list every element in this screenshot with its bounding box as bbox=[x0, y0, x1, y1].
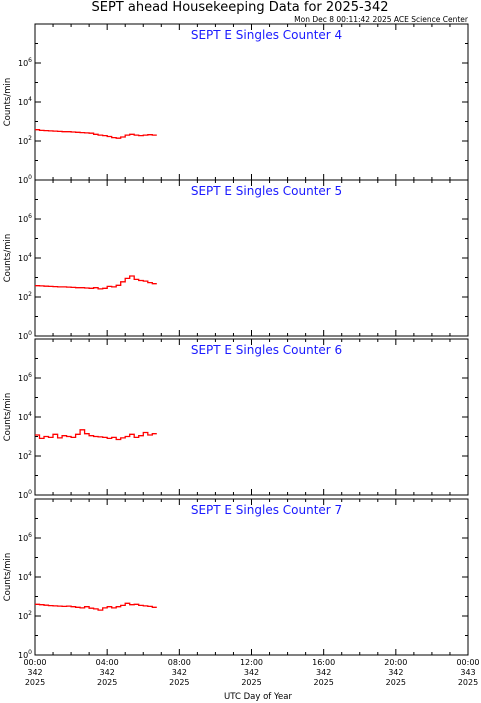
x-tick-label-time: 04:00 bbox=[96, 658, 119, 667]
panel-title: SEPT E Singles Counter 5 bbox=[191, 184, 342, 198]
x-axis-label: UTC Day of Year bbox=[224, 692, 292, 702]
x-tick-label-time: 20:00 bbox=[384, 658, 407, 667]
series-line-1 bbox=[35, 275, 157, 290]
chart-panel-2: 100 102 104 106 Counts/min SEPT E Singles Cou… bbox=[3, 179, 469, 341]
y-tick-label: 104 bbox=[18, 571, 32, 582]
x-tick-label-time: 08:00 bbox=[168, 658, 191, 667]
y-tick-label: 100 bbox=[18, 330, 32, 341]
x-tick-label-day: 342 bbox=[316, 668, 331, 677]
y-tick-label: 102 bbox=[18, 135, 32, 146]
panel-frame bbox=[34, 179, 469, 337]
y-axis-label: Counts/min bbox=[3, 234, 13, 283]
x-tick-label-year: 2025 bbox=[386, 678, 406, 687]
y-tick-label: 100 bbox=[18, 174, 32, 185]
x-tick-label-day: 342 bbox=[244, 668, 259, 677]
x-axis: 00:00342202504:00342202508:00342202512:0… bbox=[23, 658, 479, 687]
x-tick-label-time: 00:00 bbox=[456, 658, 479, 667]
series-line-1 bbox=[35, 429, 157, 441]
chart-panel-1: 100 102 104 106 Counts/min SEPT E Singles Cou… bbox=[3, 23, 469, 185]
y-tick-label: 102 bbox=[18, 610, 32, 621]
x-tick-label-year: 2025 bbox=[25, 678, 45, 687]
y-tick-label: 104 bbox=[18, 252, 32, 263]
x-tick-label-time: 00:00 bbox=[23, 658, 46, 667]
x-tick-label-day: 342 bbox=[100, 668, 115, 677]
generated-timestamp: Mon Dec 8 00:11:42 2025 ACE Science Cent… bbox=[294, 15, 469, 24]
x-tick-label-time: 12:00 bbox=[240, 658, 263, 667]
y-tick-label: 102 bbox=[18, 450, 32, 461]
series-line-1 bbox=[35, 129, 157, 139]
figure-title: SEPT ahead Housekeeping Data for 2025-34… bbox=[92, 0, 389, 15]
y-tick-label: 104 bbox=[18, 411, 32, 422]
panel-title: SEPT E Singles Counter 7 bbox=[191, 503, 342, 517]
y-tick-label: 102 bbox=[18, 291, 32, 302]
y-axis-label: Counts/min bbox=[3, 78, 13, 127]
x-tick-label-year: 2025 bbox=[97, 678, 117, 687]
x-tick-label-day: 342 bbox=[172, 668, 187, 677]
y-tick-label: 106 bbox=[18, 532, 32, 543]
panel-frame bbox=[34, 338, 469, 496]
y-tick-label: 104 bbox=[18, 96, 32, 107]
panel-frame bbox=[34, 498, 469, 656]
panels-group: 100 102 104 106 Counts/min SEPT E Singles Cou… bbox=[3, 23, 469, 660]
y-axis-label: Counts/min bbox=[3, 553, 13, 602]
x-tick-label-time: 16:00 bbox=[312, 658, 335, 667]
y-axis-label: Counts/min bbox=[3, 393, 13, 442]
y-tick-label: 106 bbox=[18, 57, 32, 68]
x-tick-label-day: 342 bbox=[388, 668, 403, 677]
series-line-1 bbox=[35, 602, 157, 611]
y-tick-label: 106 bbox=[18, 213, 32, 224]
chart-panel-3: 100 102 104 106 Counts/min SEPT E Singles Cou… bbox=[3, 338, 469, 500]
panel-title: SEPT E Singles Counter 6 bbox=[191, 343, 342, 357]
x-tick-label-year: 2025 bbox=[313, 678, 333, 687]
x-tick-label-year: 2025 bbox=[241, 678, 261, 687]
x-tick-label-year: 2025 bbox=[458, 678, 478, 687]
y-tick-label: 100 bbox=[18, 649, 32, 660]
chart-panel-4: 100 102 104 106 Counts/min SEPT E Singles Cou… bbox=[3, 498, 469, 660]
panel-title: SEPT E Singles Counter 4 bbox=[191, 28, 342, 42]
x-tick-label-day: 343 bbox=[460, 668, 475, 677]
x-tick-label-day: 342 bbox=[27, 668, 42, 677]
x-tick-label-year: 2025 bbox=[169, 678, 189, 687]
panel-frame bbox=[34, 23, 469, 181]
y-tick-label: 106 bbox=[18, 372, 32, 383]
y-tick-label: 100 bbox=[18, 489, 32, 500]
